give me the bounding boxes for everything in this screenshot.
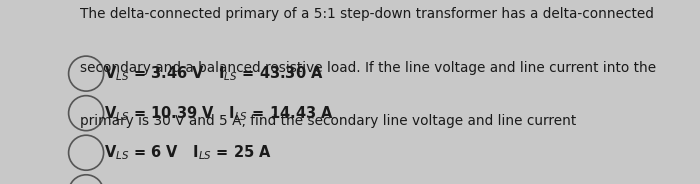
Text: primary is 30 V and 5 A, find the secondary line voltage and line current: primary is 30 V and 5 A, find the second… [80, 114, 577, 128]
Text: secondary and a balanced resistive load. If the line voltage and line current in: secondary and a balanced resistive load.… [80, 61, 657, 75]
Text: The delta-connected primary of a 5:1 step-down transformer has a delta-connected: The delta-connected primary of a 5:1 ste… [80, 7, 654, 21]
Text: V$_{LS}$ = 10 V   I$_{LS}$ = 15 A: V$_{LS}$ = 10 V I$_{LS}$ = 15 A [104, 183, 281, 184]
Text: V$_{LS}$ = 6 V   I$_{LS}$ = 25 A: V$_{LS}$ = 6 V I$_{LS}$ = 25 A [104, 143, 272, 162]
Text: V$_{LS}$ = 3.46 V   I$_{LS}$ = 43.30 A: V$_{LS}$ = 3.46 V I$_{LS}$ = 43.30 A [104, 64, 323, 83]
Text: V$_{LS}$ = 10.39 V   I$_{LS}$ = 14.43 A: V$_{LS}$ = 10.39 V I$_{LS}$ = 14.43 A [104, 104, 333, 123]
